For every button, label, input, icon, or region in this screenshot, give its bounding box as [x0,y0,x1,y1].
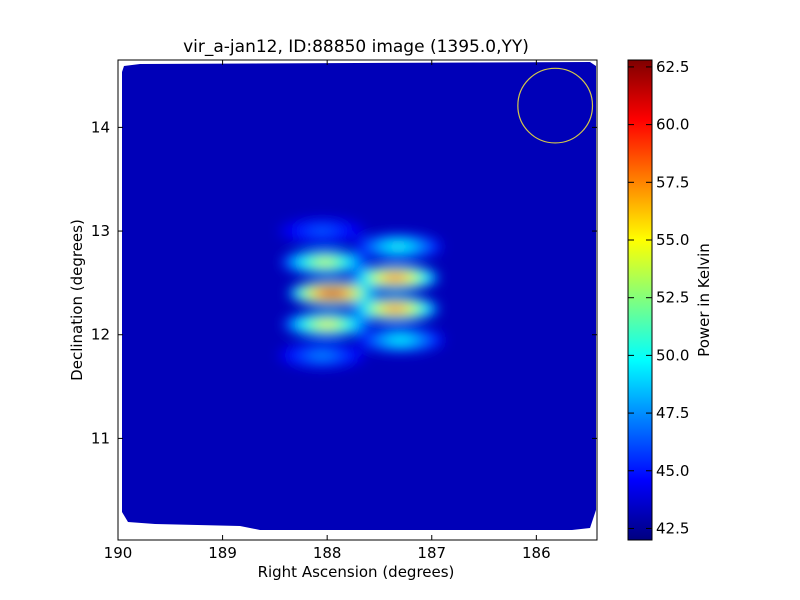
colorbar-tick-label: 60.0 [656,116,689,134]
chart-title: vir_a-jan12, ID:88850 image (1395.0,YY) [183,37,529,57]
source-contour [319,322,336,327]
colorbar-tick-label: 62.5 [656,58,689,76]
colorbar-label: Power in Kelvin [695,243,713,357]
source-contour [390,244,407,249]
source-blob [281,249,370,276]
source-blob [356,326,445,353]
source-blob [277,218,366,245]
y-axis: 11 12 13 14 [91,118,597,447]
source-contour [387,275,404,281]
y-axis-label: Declination (degrees) [68,219,86,381]
x-tick-label: 187 [417,544,446,562]
plot-area [117,59,598,541]
source-contour [324,290,341,296]
x-tick-label: 190 [104,544,133,562]
colorbar-tick-label: 55.0 [656,231,689,249]
source-blob [351,264,440,291]
x-tick-label: 189 [208,544,237,562]
colorbar-tick-label: 50.0 [656,346,689,364]
source-contour [314,228,330,234]
colorbar-tick-label: 52.5 [656,289,689,307]
source-contour [317,259,333,265]
source-blob [277,342,366,369]
colorbar-tick-label: 42.5 [656,519,689,537]
source-blob [283,311,372,338]
colorbar-ticks: 42.5 45.0 47.5 50.0 52.5 55.0 57.5 60.0 62.5 [628,58,689,537]
source-blob [354,233,443,260]
y-tick-label: 13 [91,222,110,240]
source-contour [392,337,409,343]
colorbar-gradient [627,59,653,541]
y-tick-label: 14 [91,118,110,136]
source-contour [387,306,404,312]
plot-frame [117,59,598,541]
x-axis: 190 189 188 187 186 [104,60,551,562]
source-blob [351,295,440,322]
beam-marker [517,67,594,144]
y-tick-label: 12 [91,326,110,344]
x-tick-label: 186 [522,544,551,562]
y-tick-label: 11 [91,429,110,447]
x-axis-label: Right Ascension (degrees) [258,563,455,581]
colorbar: 42.5 45.0 47.5 50.0 52.5 55.0 57.5 60.0 62.5 Pow… [627,58,713,541]
source-blob [288,280,377,307]
colorbar-tick-label: 45.0 [656,462,689,480]
colorbar-tick-label: 47.5 [656,404,689,422]
x-tick-label: 188 [313,544,342,562]
source-contour [314,353,330,358]
source-layer [277,218,445,369]
colorbar-tick-label: 57.5 [656,173,689,191]
